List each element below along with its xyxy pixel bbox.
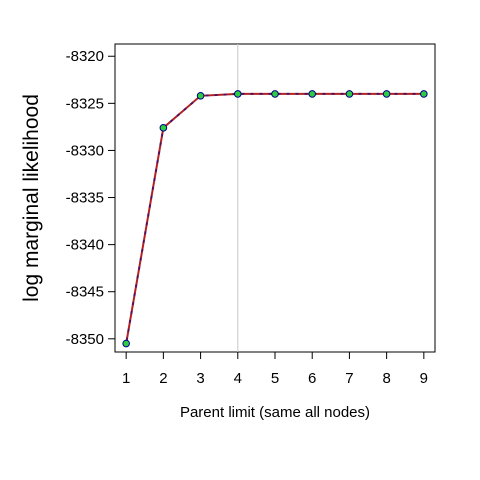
- x-tick-label: 7: [345, 370, 353, 387]
- y-tick-label: -8320: [66, 48, 104, 65]
- x-axis-title: Parent limit (same all nodes): [180, 404, 370, 421]
- data-point: [308, 90, 317, 98]
- x-tick-label: 5: [271, 370, 279, 387]
- x-tick-label: 9: [420, 370, 428, 387]
- y-axis: -8320 -8325 -8330 -8335 -8340 -8345 -8350: [66, 48, 115, 348]
- y-tick-label: -8345: [66, 284, 104, 301]
- x-tick-label: 2: [159, 370, 167, 387]
- data-point: [382, 90, 391, 98]
- data-point: [345, 90, 354, 98]
- series-line: [125, 92, 424, 344]
- x-tick-label: 4: [234, 370, 242, 387]
- x-tick-label: 1: [122, 370, 130, 387]
- y-tick-label: -8350: [66, 331, 104, 348]
- data-point: [196, 92, 205, 100]
- y-tick-label: -8340: [66, 237, 104, 254]
- x-axis: 1 2 3 4 5 6 7 8 9: [122, 352, 428, 387]
- x-tick-label: 3: [196, 370, 204, 387]
- x-tick-label: 6: [308, 370, 316, 387]
- data-point: [233, 90, 242, 98]
- data-point: [420, 90, 428, 98]
- data-point: [159, 124, 168, 132]
- y-tick-label: -8335: [66, 190, 104, 207]
- series-line-dash: [125, 92, 424, 344]
- y-axis-title: log marginal likelihood: [20, 94, 43, 302]
- series-layer: [122, 90, 428, 348]
- data-point: [122, 339, 130, 348]
- x-tick-label: 8: [382, 370, 390, 387]
- data-point: [271, 90, 279, 98]
- y-tick-label: -8330: [66, 142, 104, 159]
- y-tick-label: -8325: [66, 95, 104, 112]
